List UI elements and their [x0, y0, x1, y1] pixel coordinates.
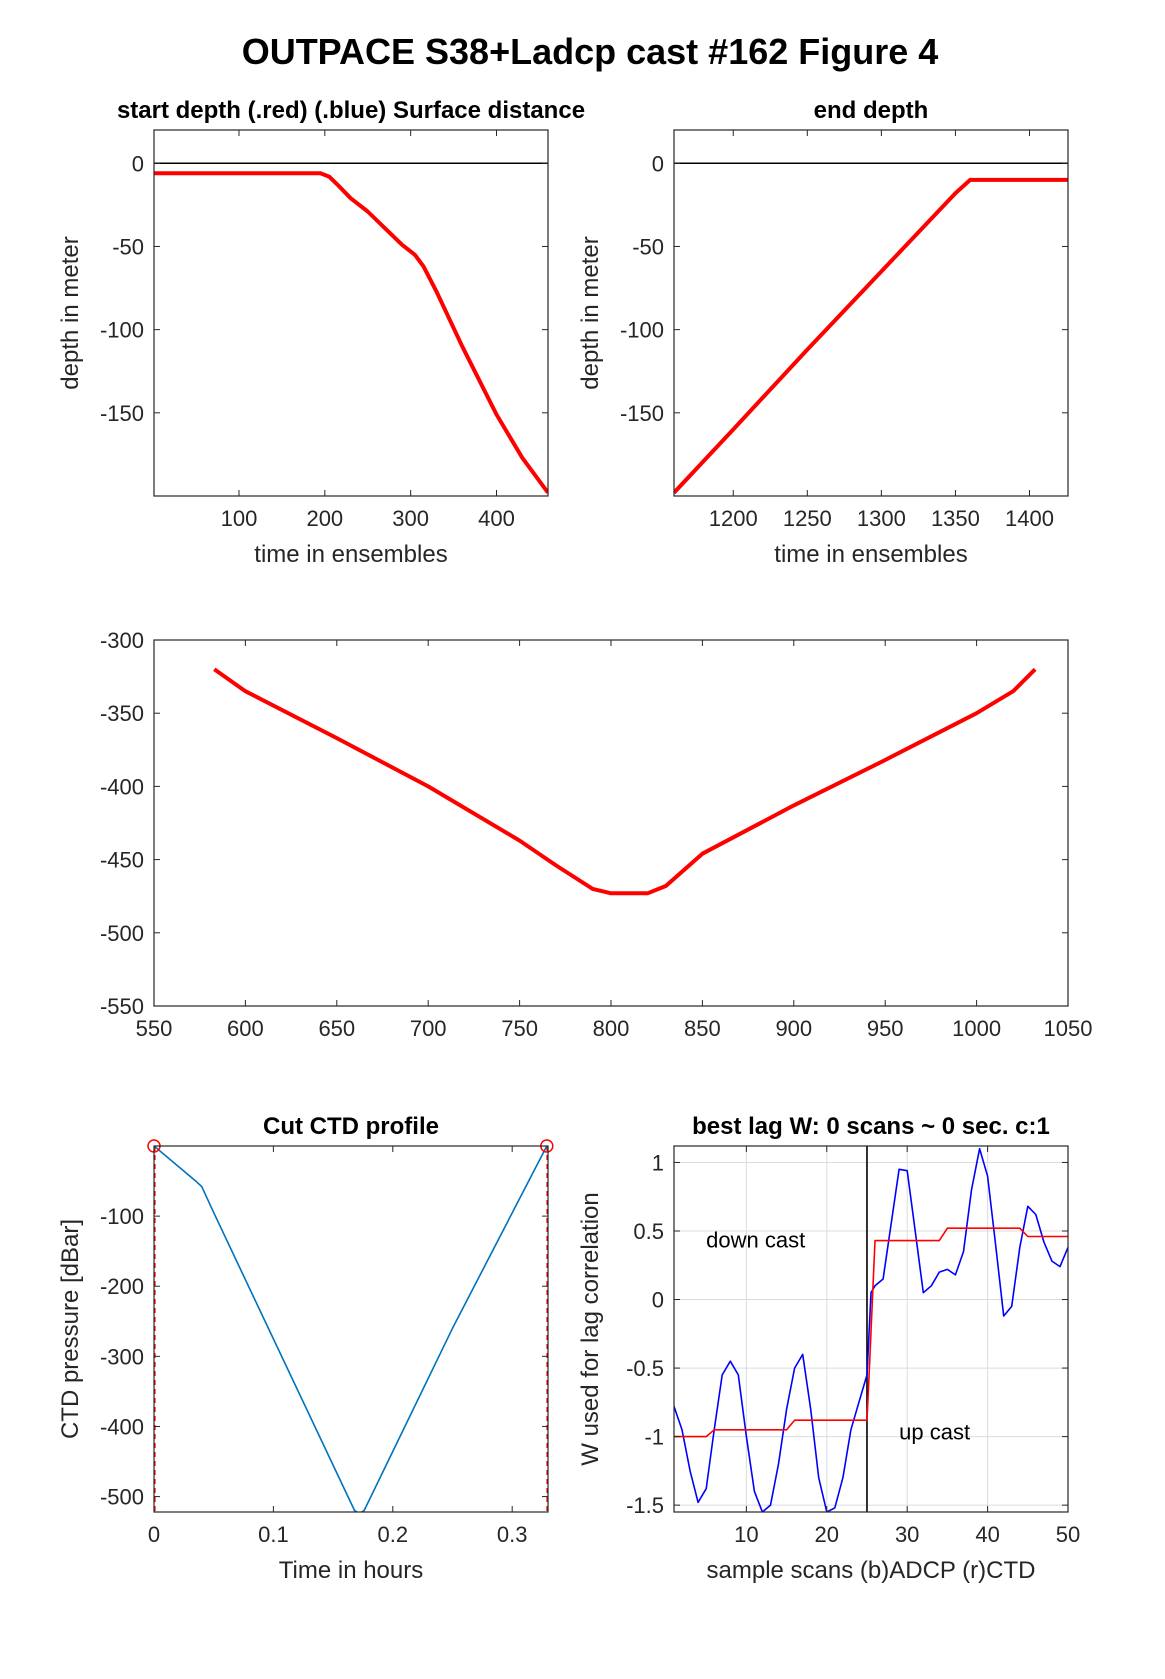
y-tick-label: -150: [620, 401, 664, 426]
series-line-rctd: [674, 1227, 1068, 1438]
y-tick-label: 0: [652, 1288, 664, 1313]
y-tick-label: -450: [100, 848, 144, 873]
y-tick-label: -500: [100, 1485, 144, 1510]
series-line-end: [674, 177, 1068, 495]
depth-profile-axes: 550 600 650 700 750 800 850 900 950 1000 1050 -300 -…: [100, 628, 1093, 1041]
x-axis-label: sample scans (b)ADCP (r)CTD: [707, 1557, 1036, 1584]
y-tick-label: -400: [100, 774, 144, 799]
x-tick-label: 1300: [857, 506, 906, 531]
y-tick-label: 0: [652, 151, 664, 176]
y-tick-label: 1: [652, 1150, 664, 1175]
axes-box: [153, 639, 1069, 1007]
x-tick-label: 0: [148, 1522, 160, 1547]
x-tick-label: 0.3: [497, 1522, 528, 1547]
y-tick-label: -1.5: [626, 1493, 664, 1518]
y-axis-label: CTD pressure [dBar]: [57, 1219, 84, 1439]
x-tick-label: 20: [815, 1522, 839, 1547]
y-tick-label: -300: [100, 628, 144, 653]
x-tick-label: 40: [975, 1522, 999, 1547]
y-tick-label: -200: [100, 1274, 144, 1299]
series-line-start: [154, 171, 548, 494]
y-axis-label: depth in meter: [577, 236, 604, 389]
series-line-profile: [213, 667, 1037, 896]
x-tick-label: 0.2: [377, 1522, 408, 1547]
y-axis-label: W used for lag correlation: [577, 1192, 604, 1465]
x-tick-label: 600: [227, 1016, 264, 1041]
best-lag-axes: 10 20 30 40 50 1 0.5 0 -0.5 -1 -1.5 best lag W: 0 s…: [577, 1113, 1080, 1584]
y-tick-label: 0: [132, 151, 144, 176]
y-tick-label: -150: [100, 401, 144, 426]
y-tick-label: -1: [644, 1425, 664, 1450]
x-tick-label: 1200: [709, 506, 758, 531]
x-tick-label: 1400: [1005, 506, 1054, 531]
x-tick-label: 1250: [783, 506, 832, 531]
x-tick-label: 950: [867, 1016, 904, 1041]
x-tick-label: 650: [318, 1016, 355, 1041]
x-axis-label: time in ensembles: [254, 541, 447, 568]
plot-area: [674, 1146, 1068, 1512]
x-tick-label: 850: [684, 1016, 721, 1041]
series-line-badcp: [674, 1147, 1068, 1512]
x-tick-label: 900: [775, 1016, 812, 1041]
x-tick-label: 0.1: [258, 1522, 289, 1547]
cut-ctd-profile-axes: 0 0.1 0.2 0.3 -100 -200 -300 -400 -500 Cut CTD pr…: [57, 1113, 554, 1584]
start-depth-axes: 100 200 300 400 0 -50 -100 -150 start depth (.re…: [57, 97, 585, 568]
y-tick-label: -0.5: [626, 1356, 664, 1381]
x-tick-label: 800: [593, 1016, 630, 1041]
axes-box: [153, 129, 549, 497]
x-tick-label: 50: [1056, 1522, 1080, 1547]
y-axis-label: depth in meter: [57, 236, 84, 389]
x-tick-label: 10: [734, 1522, 758, 1547]
plot-area: [674, 162, 1068, 495]
axes-title: start depth (.red) (.blue) Surface dista…: [117, 97, 585, 124]
x-tick-label: 100: [221, 506, 258, 531]
x-tick-label: 300: [392, 506, 429, 531]
axes-box: [153, 1145, 549, 1513]
y-tick-label: -100: [100, 1204, 144, 1229]
x-tick-label: 1350: [931, 506, 980, 531]
x-tick-label: 400: [478, 506, 515, 531]
x-tick-label: 700: [410, 1016, 447, 1041]
y-tick-label: -100: [620, 318, 664, 343]
x-tick-label: 1000: [952, 1016, 1001, 1041]
y-tick-label: -50: [112, 234, 144, 259]
y-tick-label: -300: [100, 1344, 144, 1369]
axes-title: end depth: [814, 97, 929, 124]
plot-area: [154, 162, 548, 494]
y-tick-label: -100: [100, 318, 144, 343]
figure-title: OUTPACE S38+Ladcp cast #162 Figure 4: [242, 31, 939, 72]
x-tick-label: 750: [501, 1016, 538, 1041]
x-axis-label: Time in hours: [279, 1557, 424, 1584]
plot-area: [213, 667, 1037, 896]
y-tick-label: -500: [100, 921, 144, 946]
cast-annotation: up cast: [899, 1419, 970, 1444]
plot-area: [154, 1146, 548, 1512]
series-line-ctd: [154, 1146, 548, 1512]
axes-box: [673, 1145, 1069, 1513]
x-axis-label: time in ensembles: [774, 541, 967, 568]
x-tick-label: 1050: [1044, 1016, 1093, 1041]
axes-box: [673, 129, 1069, 497]
y-tick-label: 0.5: [633, 1219, 664, 1244]
y-tick-label: -400: [100, 1414, 144, 1439]
x-tick-label: 550: [136, 1016, 173, 1041]
cast-annotation: down cast: [706, 1227, 805, 1252]
y-tick-label: -50: [632, 234, 664, 259]
y-tick-label: -350: [100, 701, 144, 726]
axes-title: Cut CTD profile: [263, 1113, 439, 1140]
end-depth-axes: 1200 1250 1300 1350 1400 0 -50 -100 -150 end dept…: [577, 97, 1069, 568]
y-tick-label: -550: [100, 994, 144, 1019]
x-tick-label: 200: [306, 506, 343, 531]
axes-title: best lag W: 0 scans ~ 0 sec. c:1: [692, 1113, 1050, 1140]
x-tick-label: 30: [895, 1522, 919, 1547]
